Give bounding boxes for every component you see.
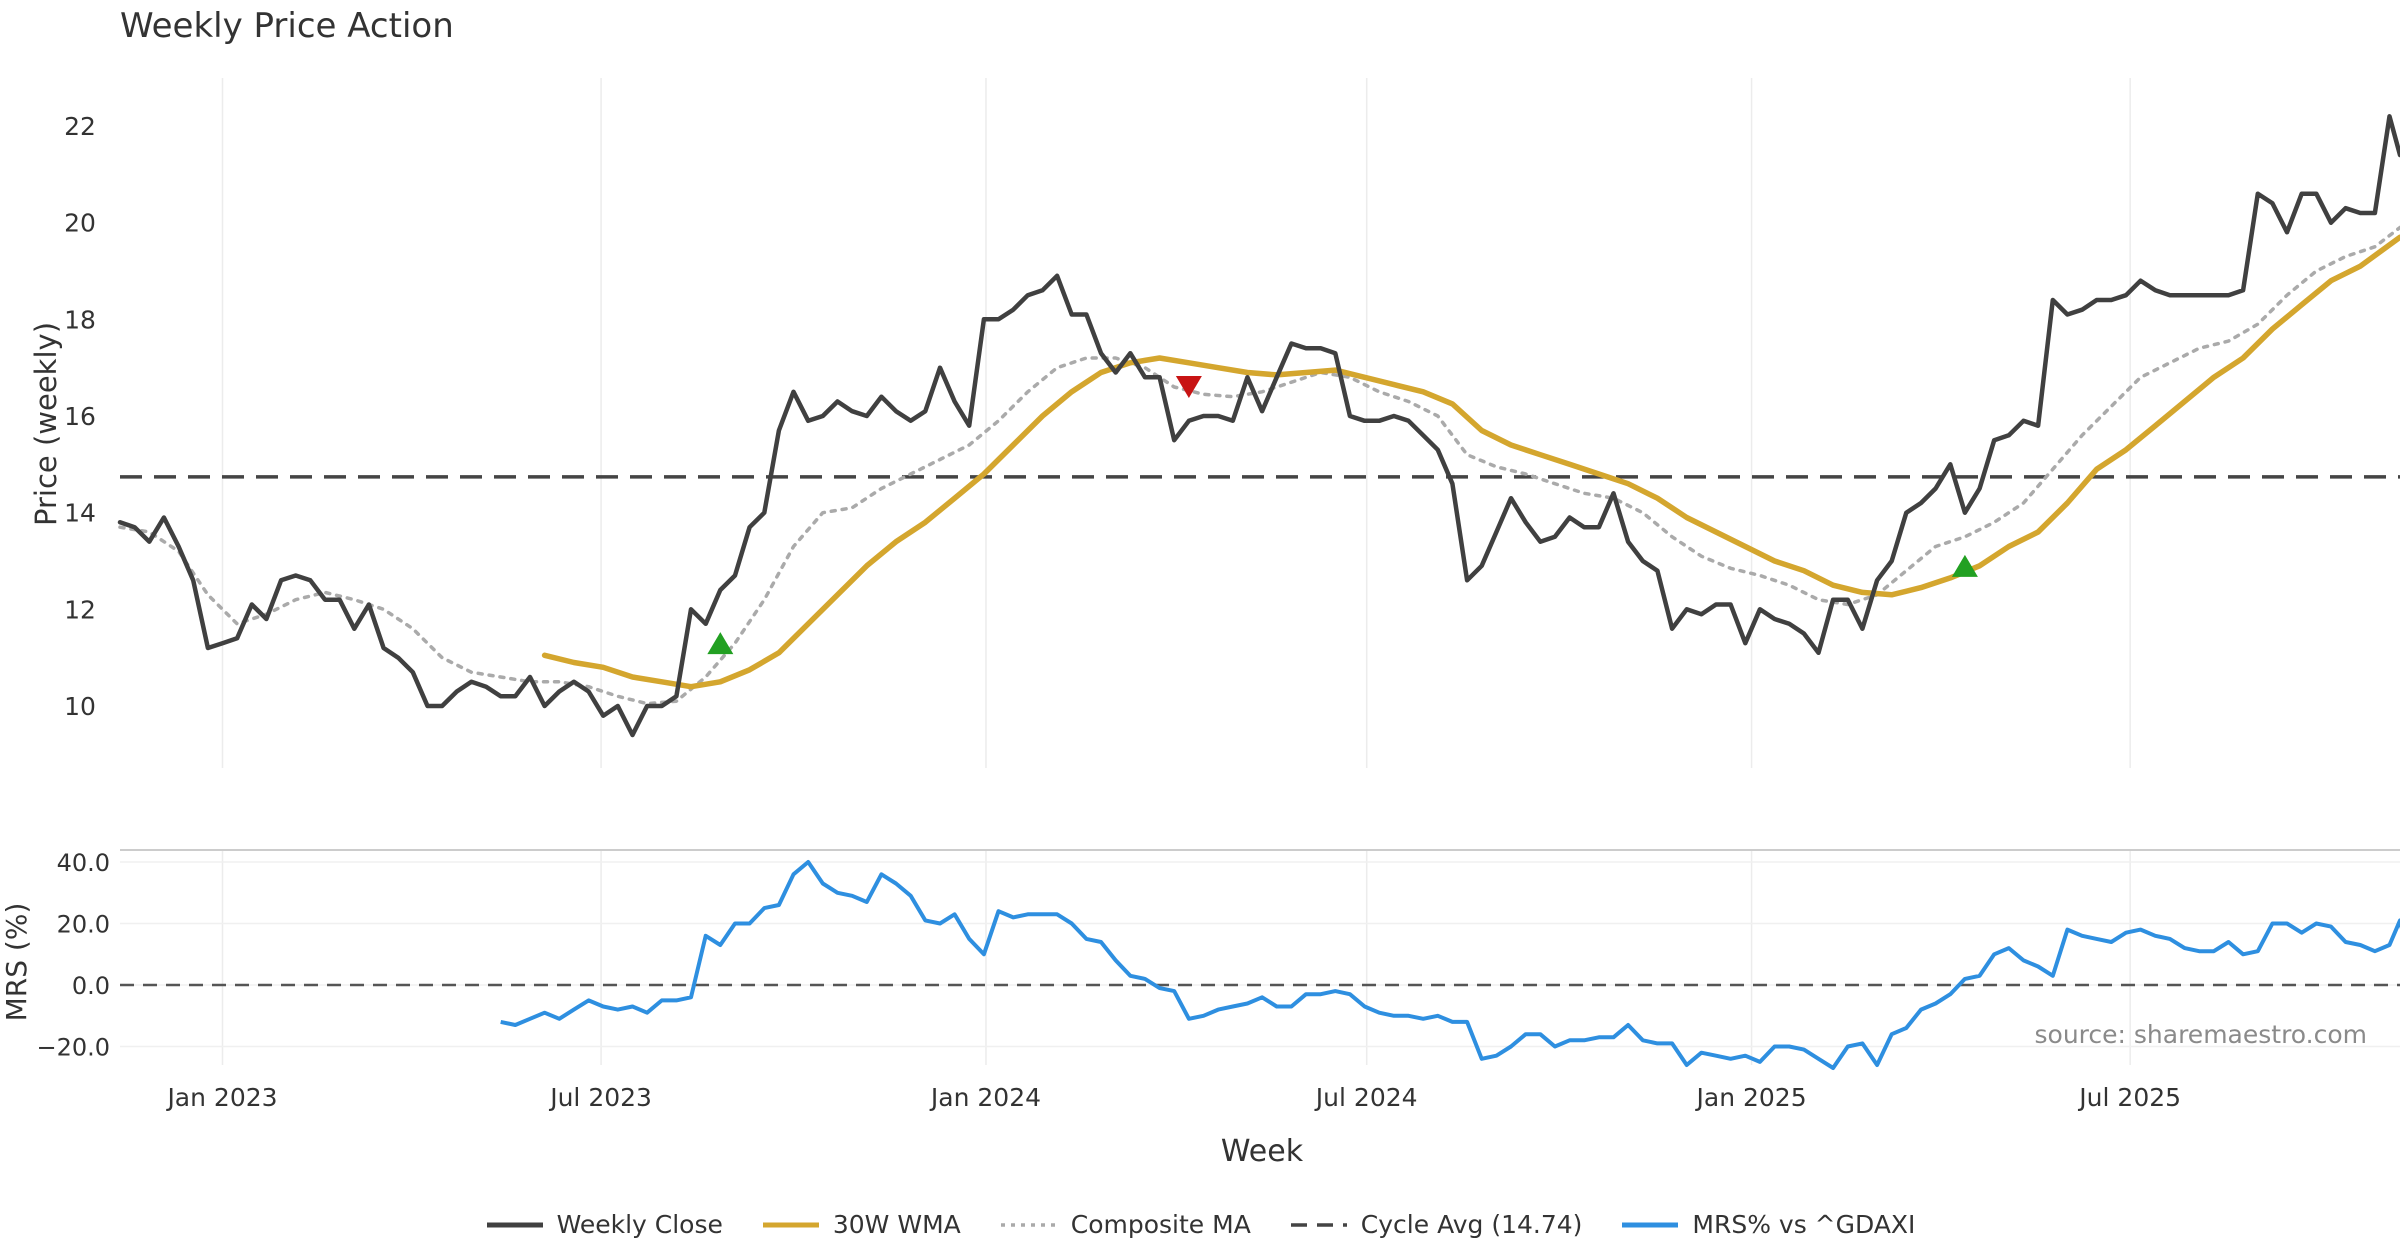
x-tick-label-4: Jan 2025 — [1695, 1083, 1807, 1112]
legend-label-1: 30W WMA — [832, 1210, 961, 1239]
legend-swatch-0 — [486, 1222, 543, 1227]
price-ylabel: Price (weekly) — [29, 322, 63, 526]
mrs-line — [500, 860, 2400, 1070]
weekly-close-line — [117, 114, 2400, 738]
price-ytick-label-5: 20 — [64, 209, 96, 238]
x-tick-label-2: Jan 2024 — [929, 1083, 1041, 1112]
legend: Weekly Close 30W WMA Composite MA Cycle Avg… — [0, 1210, 2400, 1239]
price-ytick-label-4: 18 — [64, 305, 96, 334]
chart-title: Weekly Price Action — [120, 6, 454, 46]
buy-signal-marker-0 — [707, 632, 734, 655]
legend-item-2: Composite MA — [999, 1210, 1251, 1239]
legend-swatch-3 — [1290, 1222, 1347, 1227]
legend-swatch-1 — [762, 1222, 819, 1227]
legend-label-3: Cycle Avg (14.74) — [1360, 1210, 1583, 1239]
x-tick-label-5: Jul 2025 — [2077, 1083, 2181, 1112]
sell-signal-marker-1 — [1175, 376, 1202, 398]
legend-label-0: Weekly Close — [556, 1210, 723, 1239]
wma-30w-line — [541, 234, 2400, 690]
x-tick-label-1: Jul 2023 — [548, 1083, 652, 1112]
x-axis-label: Week — [1221, 1134, 1304, 1169]
mrs-ytick-label-2: 0.0 — [72, 972, 110, 1000]
legend-label-2: Composite MA — [1070, 1210, 1251, 1239]
legend-item-4: MRS% vs ^GDAXI — [1620, 1210, 1915, 1239]
price-panel — [117, 114, 2400, 738]
mrs-ytick-label-3: −20.0 — [36, 1034, 110, 1062]
price-ytick-label-3: 16 — [64, 402, 96, 431]
legend-item-0: Weekly Close — [485, 1210, 723, 1239]
grid-layer — [120, 78, 2400, 1065]
mrs-panel — [120, 860, 2400, 1070]
x-tick-label-3: Jul 2024 — [1314, 1083, 1418, 1112]
x-tick-label-0: Jan 2023 — [165, 1083, 277, 1112]
mrs-ylabel: MRS (%) — [0, 903, 33, 1022]
legend-item-3: Cycle Avg (14.74) — [1289, 1210, 1583, 1239]
price-ytick-label-0: 10 — [64, 692, 96, 721]
price-ytick-label-2: 14 — [64, 499, 96, 528]
composite-ma-line — [118, 225, 2400, 706]
price-ytick-label-6: 22 — [64, 112, 96, 141]
legend-swatch-4 — [1622, 1222, 1679, 1227]
mrs-ytick-label-0: 40.0 — [57, 849, 110, 877]
legend-item-1: 30W WMA — [761, 1210, 961, 1239]
legend-label-4: MRS% vs ^GDAXI — [1692, 1210, 1916, 1239]
mrs-ytick-label-1: 20.0 — [57, 911, 110, 939]
legend-swatch-2 — [1000, 1222, 1057, 1227]
axis-layer: 10 12 14 16 18 20 22 Price (weekly) 40.0 20.0 0.0 −… — [0, 112, 2181, 1169]
price-ytick-label-1: 12 — [64, 595, 96, 624]
buy-signal-marker-2 — [1951, 554, 1978, 577]
source-note: source: sharemaestro.com — [2034, 1020, 2368, 1049]
